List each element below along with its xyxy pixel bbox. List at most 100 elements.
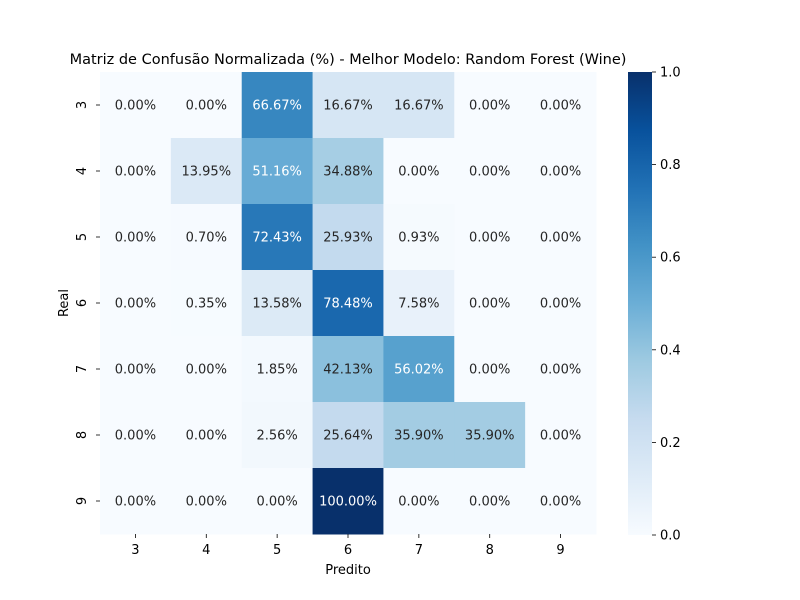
x-tick-label: 9 [556, 543, 564, 558]
heatmap-cell [312, 402, 384, 469]
heatmap-cell [100, 270, 172, 337]
cell-value-label: 0.00% [256, 495, 297, 510]
heatmap-cell [383, 204, 455, 271]
cell-value-label: 0.00% [540, 363, 581, 378]
heatmap-cell [454, 72, 526, 139]
cell-value-label: 35.90% [465, 429, 515, 444]
colorbar-tick-label: 0.6 [660, 251, 681, 266]
cell-value-label: 0.93% [398, 231, 439, 246]
cell-value-label: 2.56% [256, 429, 297, 444]
heatmap-cell [454, 270, 526, 337]
cell-value-label: 13.95% [181, 165, 231, 180]
heatmap-cell [170, 72, 243, 139]
cell-value-label: 0.00% [540, 297, 581, 312]
y-axis-ticks: 3 4 5 6 7 8 9 [75, 101, 100, 505]
cell-value-label: 0.35% [186, 297, 227, 312]
cell-value-label: 0.00% [540, 165, 581, 180]
heatmap-cell [383, 72, 455, 139]
heatmap-cell [312, 336, 384, 403]
heatmap-cell [525, 336, 597, 403]
heatmap-cell [170, 402, 243, 469]
heatmap-cell [241, 270, 314, 337]
cell-value-label: 0.00% [469, 495, 510, 510]
cell-value-label: 0.00% [115, 231, 156, 246]
cell-value-label: 0.00% [398, 495, 439, 510]
heatmap-cell [241, 336, 314, 403]
heatmap-cell [100, 402, 172, 469]
heatmap-cell [241, 204, 314, 271]
heatmap-cell [100, 138, 172, 205]
heatmap-cell [454, 336, 526, 403]
cell-value-label: 0.00% [186, 429, 227, 444]
colorbar-tick-label: 0.8 [660, 158, 681, 173]
x-tick-label: 7 [415, 543, 423, 558]
heatmap-cell [454, 204, 526, 271]
cell-value-label: 1.85% [256, 363, 297, 378]
y-tick-label: 5 [75, 233, 90, 241]
heatmap-cell [454, 402, 526, 469]
cell-value-label: 72.43% [252, 231, 302, 246]
cell-value-label: 0.00% [115, 363, 156, 378]
heatmap-cell [241, 72, 314, 139]
heatmap-cell [100, 72, 172, 139]
heatmap-cell [312, 270, 384, 337]
cell-value-label: 0.70% [186, 231, 227, 246]
cell-value-label: 25.64% [323, 429, 373, 444]
heatmap-cell [170, 270, 243, 337]
cell-value-label: 0.00% [398, 165, 439, 180]
cell-value-label: 0.00% [186, 495, 227, 510]
heatmap-cell [100, 468, 172, 535]
heatmap-cell [170, 204, 243, 271]
y-tick-label: 3 [75, 101, 90, 109]
x-tick-label: 5 [273, 543, 281, 558]
y-tick-label: 7 [75, 365, 90, 373]
heatmap-cell [241, 402, 314, 469]
cell-value-label: 0.00% [115, 99, 156, 114]
heatmap-cell [525, 270, 597, 337]
cell-value-label: 0.00% [115, 495, 156, 510]
cell-value-label: 0.00% [540, 99, 581, 114]
colorbar-tick-label: 0.4 [660, 343, 681, 358]
y-tick-label: 4 [75, 167, 90, 175]
heatmap-cell [170, 468, 243, 535]
heatmap-cell [383, 270, 455, 337]
heatmap-cell [100, 204, 172, 271]
cell-value-label: 16.67% [394, 99, 444, 114]
y-tick-label: 8 [75, 431, 90, 439]
cell-value-label: 0.00% [469, 165, 510, 180]
heatmap-cell [525, 204, 597, 271]
x-axis-ticks: 3 4 5 6 7 8 9 [131, 534, 565, 558]
y-tick-label: 6 [75, 299, 90, 307]
cell-value-label: 0.00% [115, 165, 156, 180]
cell-value-label: 100.00% [319, 495, 377, 510]
cell-value-label: 25.93% [323, 231, 373, 246]
x-tick-label: 8 [486, 543, 494, 558]
heatmap-cell [525, 138, 597, 205]
heatmap-cell [241, 468, 314, 535]
y-axis-label: Real [57, 289, 72, 317]
cell-value-label: 0.00% [469, 99, 510, 114]
heatmap-cell [383, 468, 455, 535]
heatmap-cell [312, 468, 384, 535]
heatmap-cell [170, 138, 243, 205]
cell-value-label: 0.00% [469, 231, 510, 246]
heatmap-cell [312, 204, 384, 271]
colorbar-tick-label: 0.2 [660, 436, 681, 451]
heatmap-cell [383, 402, 455, 469]
cell-value-label: 0.00% [115, 429, 156, 444]
cell-value-label: 16.67% [323, 99, 373, 114]
cell-value-label: 0.00% [469, 297, 510, 312]
x-tick-label: 4 [202, 543, 210, 558]
cell-value-label: 0.00% [469, 363, 510, 378]
cell-value-label: 66.67% [252, 99, 302, 114]
cell-value-label: 56.02% [394, 363, 444, 378]
heatmap-cell [525, 72, 597, 139]
x-axis-label: Predito [325, 563, 371, 578]
heatmap-cell [241, 138, 314, 205]
cell-value-label: 34.88% [323, 165, 373, 180]
heatmap-cell [454, 468, 526, 535]
cell-value-label: 7.58% [398, 297, 439, 312]
colorbar-tick-label: 1.0 [660, 66, 681, 81]
x-tick-label: 6 [344, 543, 352, 558]
